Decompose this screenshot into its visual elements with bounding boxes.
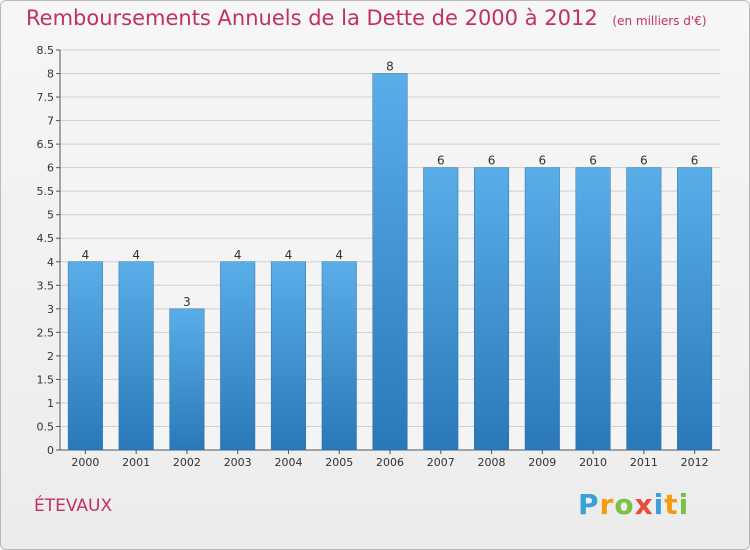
bar	[67, 261, 103, 451]
x-tick-label: 2008	[478, 456, 506, 469]
y-tick-label: 2.5	[37, 326, 55, 339]
x-tick-label: 2012	[681, 456, 709, 469]
bar-value-label: 4	[335, 248, 343, 262]
logo-letter: x	[634, 488, 654, 521]
y-tick-label: 6.5	[37, 138, 55, 151]
x-tick-label: 2006	[376, 456, 404, 469]
y-tick-label: 6	[47, 162, 54, 175]
bar	[169, 308, 205, 451]
logo-letter: i	[678, 488, 690, 521]
place-name: ÉTEVAUX	[34, 496, 113, 516]
y-tick-label: 7	[47, 115, 54, 128]
bar-value-label: 8	[386, 60, 394, 74]
bar-value-label: 6	[640, 154, 648, 168]
bar	[575, 167, 611, 451]
y-tick-label: 0.5	[37, 420, 55, 433]
y-tick-label: 8	[47, 68, 54, 81]
x-tick-label: 2004	[274, 456, 302, 469]
bar	[423, 167, 459, 451]
y-tick-label: 1.5	[37, 373, 55, 386]
chart-subtitle: (en milliers d'€)	[612, 14, 707, 28]
y-tick-label: 7.5	[37, 91, 55, 104]
y-tick-label: 4	[47, 256, 54, 269]
y-tick-label: 4.5	[37, 232, 55, 245]
bar	[118, 261, 154, 451]
logo-letter: r	[599, 488, 615, 521]
bar-value-label: 3	[183, 295, 191, 309]
bar	[524, 167, 560, 451]
y-tick-label: 1	[47, 397, 54, 410]
x-tick-label: 2002	[173, 456, 201, 469]
y-tick-label: 0	[47, 444, 54, 457]
bar-value-label: 6	[691, 154, 699, 168]
y-tick-label: 3	[47, 303, 54, 316]
x-tick-label: 2005	[325, 456, 353, 469]
chart-title-text: Remboursements Annuels de la Dette de 20…	[26, 6, 598, 30]
x-tick-label: 2007	[427, 456, 455, 469]
x-tick-label: 2003	[224, 456, 252, 469]
logo-letter: i	[653, 488, 665, 521]
y-tick-label: 8.5	[37, 44, 55, 57]
x-tick-label: 2000	[71, 456, 99, 469]
bar	[677, 167, 713, 451]
logo-letter: P	[578, 488, 600, 521]
y-tick-label: 5	[47, 209, 54, 222]
x-tick-label: 2001	[122, 456, 150, 469]
bar-value-label: 6	[538, 154, 546, 168]
bar-value-label: 4	[132, 248, 140, 262]
bar-value-label: 4	[234, 248, 242, 262]
y-tick-label: 2	[47, 350, 54, 363]
y-tick-label: 5.5	[37, 185, 55, 198]
bar	[270, 261, 306, 451]
bar-value-label: 6	[488, 154, 496, 168]
bar	[474, 167, 510, 451]
bar	[626, 167, 662, 451]
x-tick-label: 2010	[579, 456, 607, 469]
logo-letter: o	[614, 488, 635, 521]
bar-value-label: 6	[437, 154, 445, 168]
chart-title: Remboursements Annuels de la Dette de 20…	[26, 6, 707, 30]
bar-value-label: 6	[589, 154, 597, 168]
bar	[372, 73, 408, 451]
bar	[321, 261, 357, 451]
proxiti-logo: Proxiti	[578, 488, 689, 521]
bar-value-label: 4	[285, 248, 293, 262]
x-tick-label: 2009	[528, 456, 556, 469]
bar-value-label: 4	[82, 248, 90, 262]
bar	[220, 261, 256, 451]
logo-letter: t	[664, 488, 679, 521]
y-tick-label: 3.5	[37, 279, 55, 292]
x-tick-label: 2011	[630, 456, 658, 469]
